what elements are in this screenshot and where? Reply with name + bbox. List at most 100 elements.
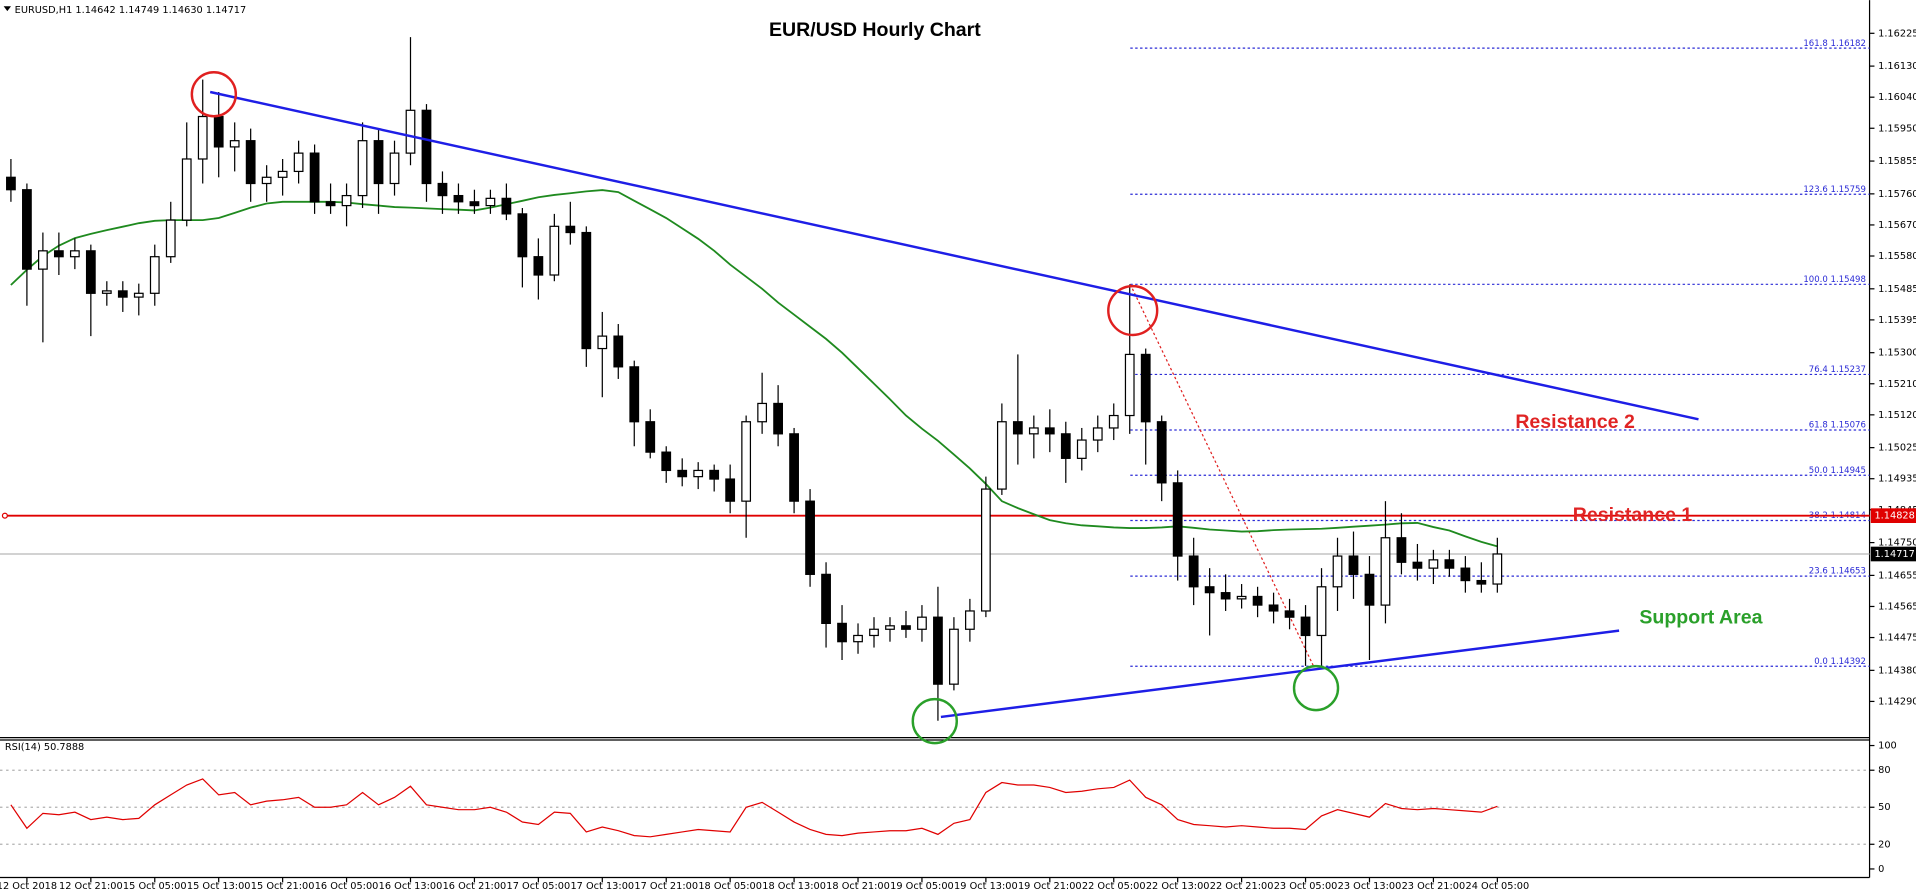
candle-body: [1220, 592, 1231, 600]
candle-body: [1076, 439, 1087, 459]
x-tick-label: 16 Oct 05:00: [315, 881, 379, 892]
candle-body: [197, 115, 208, 160]
candle-body: [581, 231, 592, 350]
candle-body: [821, 573, 831, 625]
current-price-box: [1870, 546, 1916, 562]
candle-body: [421, 109, 432, 185]
candle-body: [1348, 555, 1359, 575]
candle-body: [917, 616, 927, 630]
candle-body: [933, 616, 943, 685]
x-tick-label: 15 Oct 21:00: [251, 881, 315, 892]
x-tick-label: 19 Oct 05:00: [890, 881, 954, 892]
rsi-line: [10, 778, 1498, 838]
candle-body: [885, 625, 895, 630]
candle-body: [85, 250, 96, 294]
candle-body: [6, 176, 16, 191]
candle-body: [1428, 559, 1439, 569]
candle-body: [1300, 616, 1311, 637]
x-tick-label: 18 Oct 21:00: [826, 881, 890, 892]
y-tick-label: 1.14565: [1878, 601, 1916, 612]
highlight-circle: [911, 697, 958, 745]
y-tick-label: 1.16040: [1878, 92, 1916, 103]
moving-average: [10, 189, 1498, 548]
candle-body: [277, 170, 288, 178]
resistance-anchor: [1, 512, 8, 519]
candle-body: [309, 152, 320, 203]
x-tick-label: 22 Oct 21:00: [1210, 881, 1274, 892]
current-price-label: 1.14717: [1874, 549, 1914, 560]
candle-body: [357, 140, 368, 197]
candle-body: [837, 622, 847, 643]
y-tick-label: 1.14655: [1878, 570, 1916, 581]
candle-body: [389, 152, 400, 185]
frame: [0, 0, 1871, 879]
candle-body: [533, 256, 544, 276]
candle-body: [469, 201, 480, 207]
highlight-circle: [1107, 284, 1159, 337]
y-tick-label: 1.16130: [1878, 61, 1916, 72]
resistance-price-box: [1870, 508, 1916, 523]
candle-body: [517, 213, 528, 258]
candle-body: [1284, 610, 1295, 618]
candle-body: [69, 250, 80, 258]
candle-body: [1332, 555, 1343, 588]
highlight-circle: [1292, 664, 1340, 712]
rsi-tick-label: 20: [1878, 839, 1890, 850]
x-tick-label: 23 Oct 21:00: [1402, 881, 1466, 892]
y-tick-label: 1.15950: [1878, 123, 1916, 134]
candle-body: [965, 610, 975, 630]
candle-body: [1124, 353, 1135, 417]
candle-body: [565, 225, 576, 234]
candle-body: [485, 197, 496, 207]
y-tick-label: 1.15210: [1878, 379, 1916, 390]
candle-body: [613, 335, 624, 368]
fib-label: 161.8 1.16182: [1803, 39, 1866, 49]
y-tick-label: 1.15395: [1878, 315, 1916, 326]
candle-body: [741, 421, 752, 502]
candle-body: [373, 140, 384, 185]
x-tick-label: 15 Oct 05:00: [123, 881, 187, 892]
fib-label: 50.0 1.14945: [1809, 466, 1866, 476]
candle-body: [1028, 427, 1039, 435]
decorations: [190, 71, 1340, 745]
candle-body: [453, 194, 464, 203]
rsi-tick-label: 0: [1878, 864, 1884, 875]
trendline: [940, 629, 1620, 719]
y-tick-label: 1.15485: [1878, 284, 1916, 295]
x-tick-label: 19 Oct 13:00: [954, 881, 1018, 892]
candle-body: [229, 140, 240, 148]
x-tick-label: 12 Oct 21:00: [59, 881, 123, 892]
y-tick-label: 1.15300: [1878, 348, 1916, 359]
x-tick-label: 17 Oct 05:00: [507, 881, 571, 892]
candle-body: [38, 250, 48, 270]
candle-body: [789, 433, 799, 502]
candle-body: [949, 628, 959, 685]
rsi-label: RSI(14) 50.7888: [5, 742, 84, 753]
symbol-info: EURUSD,H1 1.14642 1.14749 1.14630 1.1471…: [15, 5, 247, 16]
candle-body: [405, 109, 416, 154]
highlight-circle: [190, 71, 238, 118]
candle-body: [996, 421, 1007, 490]
candle-body: [1252, 595, 1263, 606]
y-tick-label: 1.14935: [1878, 474, 1916, 485]
candle-body: [901, 625, 911, 630]
y-tick-label: 1.16225: [1878, 28, 1916, 39]
candle-body: [133, 292, 144, 298]
candle-body: [709, 469, 720, 480]
candle-body: [869, 628, 879, 637]
candle-body: [1172, 482, 1183, 557]
candle-body: [1236, 595, 1247, 600]
candle-body: [325, 201, 336, 207]
candle-body: [117, 290, 128, 298]
y-tick-label: 1.14750: [1878, 538, 1916, 549]
candle-body: [437, 182, 448, 197]
candle-body: [805, 500, 815, 575]
y-tick-label: 1.15760: [1878, 189, 1916, 200]
fib-label: 0.0 1.14392: [1814, 657, 1866, 667]
y-tick-label: 1.15120: [1878, 410, 1916, 421]
candle-body: [1444, 559, 1455, 569]
fib-label: 123.6 1.15759: [1803, 185, 1866, 195]
